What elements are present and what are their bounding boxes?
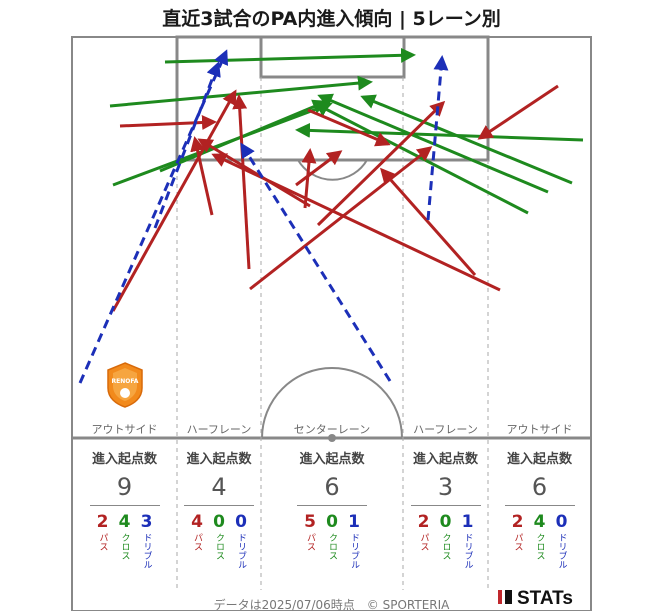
- pass-count: 2: [96, 512, 109, 532]
- dribble-count: 0: [555, 512, 568, 532]
- pass-label: パス: [192, 533, 202, 551]
- pass-arrow: [477, 84, 559, 140]
- pass-arrow: [111, 89, 237, 312]
- stats-heading: 進入起点数: [299, 452, 365, 467]
- lane-label-left-half: ハーフレーン: [186, 423, 252, 436]
- cross-count: 0: [213, 512, 225, 532]
- entry-total: 6: [324, 473, 340, 501]
- pass-count: 4: [191, 512, 203, 532]
- cross-arrow: [164, 47, 416, 64]
- pass-arrow: [232, 94, 251, 270]
- pass-label: パス: [97, 533, 108, 551]
- lane-stats-left-half: 進入起点数 4 4 パス 0 クロス 0 ドリブル: [177, 448, 261, 569]
- lane-stats-right-half: 進入起点数 3 2 パス 0 クロス 1 ドリブル: [403, 448, 488, 569]
- cross-label: クロス: [534, 533, 545, 560]
- dribble-arrow: [78, 49, 229, 384]
- lane-label-center: センターレーン: [293, 423, 371, 436]
- lane-label-right-outside: アウトサイド: [506, 423, 573, 436]
- chart-title: 直近3試合のPA内進入傾向 | 5レーン別: [162, 8, 501, 30]
- brand-logo: STATs: [498, 588, 573, 610]
- cross-label: クロス: [214, 533, 224, 560]
- cross-arrow: [360, 94, 573, 185]
- pass-label: パス: [305, 533, 315, 551]
- pass-arrow: [380, 167, 477, 276]
- dribble-count: 0: [235, 512, 247, 532]
- center-circle: [261, 367, 403, 439]
- dribble-label: ドリブル: [236, 533, 246, 569]
- pass-count: 5: [304, 512, 316, 532]
- dribble-arrow: [240, 142, 392, 382]
- logo-text: RENOFA: [112, 378, 139, 385]
- lane-stats-right-outside: 進入起点数 6 2 パス 4 クロス 0 ドリブル: [488, 448, 591, 569]
- cross-arrow: [109, 75, 373, 108]
- pass-arrow: [119, 115, 217, 131]
- cross-count: 0: [439, 512, 452, 532]
- lane-label-right-half: ハーフレーン: [413, 423, 478, 436]
- cross-count: 4: [118, 512, 131, 532]
- cross-label: クロス: [440, 533, 451, 560]
- dribble-arrow: [426, 55, 449, 221]
- entry-total: 6: [531, 473, 548, 501]
- entry-total: 9: [116, 473, 133, 501]
- pass-arrow: [307, 108, 391, 147]
- stats-heading: 進入起点数: [506, 452, 572, 467]
- stats-heading: 進入起点数: [91, 452, 157, 467]
- pass-count: 2: [511, 512, 524, 532]
- stats-heading: 進入起点数: [186, 452, 252, 467]
- cross-count: 0: [326, 512, 338, 532]
- pass-arrow: [249, 146, 433, 291]
- cross-label: クロス: [327, 533, 337, 560]
- lane-stats-left-outside: 進入起点数 9 2 パス 4 クロス 3 ドリブル: [72, 448, 177, 569]
- cross-count: 4: [533, 512, 546, 532]
- pass-arrow: [295, 150, 343, 187]
- dribble-label: ドリブル: [349, 533, 359, 569]
- lane-label-left-outside: アウトサイド: [91, 423, 158, 436]
- brand-text: STATs: [517, 588, 573, 609]
- dribble-label: ドリブル: [462, 533, 473, 569]
- arrow-layer: [78, 47, 584, 384]
- dribble-count: 1: [348, 512, 360, 532]
- penalty-arc: [297, 159, 368, 181]
- dribble-count: 3: [140, 512, 153, 532]
- lane-stats-center: 進入起点数 6 5 パス 0 クロス 1 ドリブル: [261, 448, 403, 569]
- cross-label: クロス: [119, 533, 130, 560]
- pass-label: パス: [512, 533, 523, 551]
- entry-total: 4: [211, 473, 227, 501]
- stats-heading: 進入起点数: [412, 452, 478, 467]
- footer-note: データは2025/07/06時点 © SPORTERIA: [213, 598, 450, 612]
- pass-arrow: [316, 100, 446, 227]
- dribble-label: ドリブル: [556, 533, 567, 569]
- dribble-label: ドリブル: [141, 533, 152, 569]
- penalty-area: [175, 35, 490, 162]
- entry-total: 3: [437, 473, 454, 501]
- dribble-count: 1: [461, 512, 474, 532]
- pass-count: 2: [417, 512, 430, 532]
- pass-label: パス: [418, 533, 429, 551]
- center-spot: [328, 434, 336, 442]
- team-logo: RENOFA: [107, 362, 143, 408]
- cross-arrow: [295, 122, 584, 142]
